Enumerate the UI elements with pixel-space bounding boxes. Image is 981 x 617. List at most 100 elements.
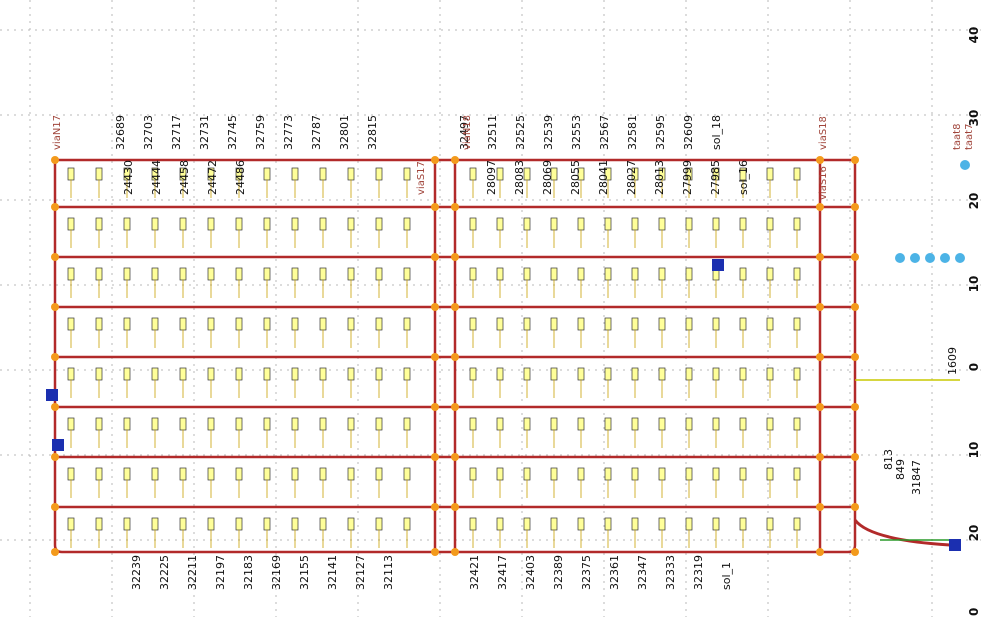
pad xyxy=(123,317,131,331)
pad xyxy=(469,417,477,431)
pad xyxy=(523,367,531,381)
pad xyxy=(319,367,327,381)
pad xyxy=(123,367,131,381)
pad xyxy=(375,367,383,381)
pad xyxy=(793,367,801,381)
pad xyxy=(577,517,585,531)
pad xyxy=(375,467,383,481)
pad xyxy=(496,317,504,331)
pad xyxy=(207,517,215,531)
pad xyxy=(550,267,558,281)
pad xyxy=(207,267,215,281)
pad xyxy=(496,217,504,231)
pad xyxy=(291,167,299,181)
traces xyxy=(51,156,960,556)
pad xyxy=(793,167,801,181)
pad xyxy=(151,417,159,431)
labels: 32689 32703 32717 32731 32745 32759 32773 32787… xyxy=(52,27,981,617)
pad xyxy=(179,367,187,381)
pad xyxy=(469,217,477,231)
pad-label: 32155 xyxy=(298,555,311,590)
pad xyxy=(712,517,720,531)
pad xyxy=(685,417,693,431)
pad xyxy=(658,267,666,281)
pad xyxy=(766,367,774,381)
pad xyxy=(658,417,666,431)
pad xyxy=(577,267,585,281)
component xyxy=(949,539,961,551)
pad-label: viaS18 xyxy=(818,116,829,150)
pad-label: sol_18 xyxy=(710,115,723,150)
pad xyxy=(347,267,355,281)
via xyxy=(451,156,459,164)
pad xyxy=(151,217,159,231)
pad xyxy=(496,267,504,281)
pad-label: 40 xyxy=(967,27,981,44)
pad xyxy=(631,467,639,481)
pad xyxy=(67,467,75,481)
pad xyxy=(347,417,355,431)
pad-label: 24472 xyxy=(206,160,219,195)
pad-label: 32389 xyxy=(552,555,565,590)
via xyxy=(51,253,59,261)
pad xyxy=(496,417,504,431)
pad-label: 849 xyxy=(894,459,907,480)
pad xyxy=(375,167,383,181)
pad xyxy=(631,317,639,331)
pad xyxy=(604,417,612,431)
pad-label: 24458 xyxy=(178,160,191,195)
pad xyxy=(347,317,355,331)
pad xyxy=(550,367,558,381)
pad xyxy=(604,267,612,281)
pad-label: 32759 xyxy=(254,115,267,150)
pad xyxy=(95,417,103,431)
pad-label: 32787 xyxy=(310,115,323,150)
pad xyxy=(207,367,215,381)
component xyxy=(712,259,724,271)
via xyxy=(816,303,824,311)
pad xyxy=(793,217,801,231)
pad xyxy=(712,467,720,481)
pad xyxy=(550,467,558,481)
pad xyxy=(375,317,383,331)
pad-label: 32375 xyxy=(580,555,593,590)
pad xyxy=(793,267,801,281)
pad xyxy=(577,417,585,431)
pad xyxy=(67,217,75,231)
pad xyxy=(658,317,666,331)
pad xyxy=(123,267,131,281)
pad xyxy=(766,167,774,181)
pad-label: 32773 xyxy=(282,115,295,150)
pad-label: 32141 xyxy=(326,555,339,590)
pad xyxy=(263,367,271,381)
pad xyxy=(739,217,747,231)
pad xyxy=(263,267,271,281)
pad-label: 32581 xyxy=(626,115,639,150)
pad xyxy=(123,517,131,531)
pad xyxy=(95,517,103,531)
pad xyxy=(179,517,187,531)
via xyxy=(431,156,439,164)
pad-label: viaN17 xyxy=(52,115,63,150)
via xyxy=(851,503,859,511)
pad xyxy=(685,267,693,281)
pad xyxy=(291,317,299,331)
pad xyxy=(631,217,639,231)
via xyxy=(851,253,859,261)
pad-label: 32197 xyxy=(214,555,227,590)
pad xyxy=(793,517,801,531)
pad xyxy=(235,217,243,231)
pad xyxy=(712,317,720,331)
pad xyxy=(151,367,159,381)
pad xyxy=(263,167,271,181)
pad-label: 20 xyxy=(967,193,981,210)
pad-label: 32801 xyxy=(338,115,351,150)
pad-label: 32225 xyxy=(158,555,171,590)
pad-label: 32815 xyxy=(366,115,379,150)
pad xyxy=(95,217,103,231)
pad xyxy=(123,467,131,481)
pad xyxy=(67,317,75,331)
pad-label: 32567 xyxy=(598,115,611,150)
pad xyxy=(207,217,215,231)
